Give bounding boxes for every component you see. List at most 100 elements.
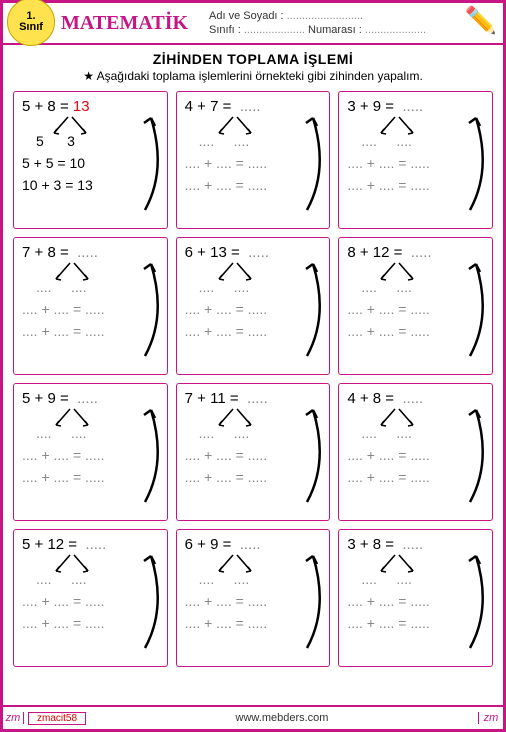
operand-b: 8: [373, 536, 381, 553]
problem-cell: 4 + 8 = ..... .... .... .... + .... = ..…: [338, 383, 493, 521]
split-blank-a[interactable]: ....: [199, 133, 215, 149]
operand-a: 3: [347, 98, 355, 115]
operand-a: 4: [347, 390, 355, 407]
split-blank-b[interactable]: ....: [396, 571, 412, 587]
curve-arrow-icon: [135, 110, 165, 220]
operand-a: 4: [185, 98, 193, 115]
number-label: Numarası :: [308, 24, 362, 36]
operand-b: 12: [373, 244, 390, 261]
result-blank[interactable]: .....: [77, 244, 98, 261]
worksheet-footer: zm zmacit58 www.mebders.com zm: [3, 705, 503, 729]
operand-a: 7: [185, 390, 193, 407]
result-blank[interactable]: .....: [402, 390, 423, 407]
curve-arrow-icon: [297, 402, 327, 512]
problem-cell: 3 + 9 = ..... .... .... .... + .... = ..…: [338, 91, 493, 229]
split-blank-b[interactable]: ....: [396, 425, 412, 441]
operand-b: 12: [47, 536, 64, 553]
result-blank[interactable]: .....: [240, 98, 261, 115]
class-label: Sınıfı :: [209, 24, 241, 36]
footer-zm-right: zm: [478, 712, 503, 724]
split-blank-a[interactable]: ....: [199, 571, 215, 587]
split-blank-b[interactable]: ....: [234, 571, 250, 587]
class-field[interactable]: ....................: [244, 24, 305, 36]
operand-a: 6: [185, 244, 193, 261]
operand-b: 9: [47, 390, 55, 407]
operand-b: 8: [47, 244, 55, 261]
operand-b: 11: [210, 390, 226, 407]
worksheet-title: ZİHİNDEN TOPLAMA İŞLEMİ: [3, 51, 503, 67]
split-blank-b[interactable]: ....: [234, 133, 250, 149]
split-blank-b[interactable]: ....: [234, 279, 250, 295]
student-info: Adı ve Soyadı : ........................…: [205, 10, 459, 36]
problem-cell: 5 + 12 = ..... .... .... .... + .... = .…: [13, 529, 168, 667]
split-blank-a[interactable]: ....: [36, 425, 52, 441]
problems-grid: 5 + 8 = 13 5 3 5 + 5 = 10 10 + 3 = 13 4 …: [3, 83, 503, 667]
operand-b: 9: [210, 536, 218, 553]
split-a: 5: [36, 133, 44, 149]
operand-b: 8: [373, 390, 381, 407]
result-blank[interactable]: .....: [402, 536, 423, 553]
split-blank-b[interactable]: ....: [396, 133, 412, 149]
split-blank-a[interactable]: ....: [361, 279, 377, 295]
grade-label: Sınıf: [19, 22, 43, 33]
result-blank[interactable]: .....: [77, 390, 98, 407]
operand-a: 5: [22, 390, 30, 407]
split-b: 3: [67, 133, 75, 149]
operand-a: 5: [22, 536, 30, 553]
split-blank-b[interactable]: ....: [71, 571, 87, 587]
curve-arrow-icon: [460, 110, 490, 220]
split-blank-a[interactable]: ....: [199, 279, 215, 295]
name-field[interactable]: .........................: [287, 10, 363, 22]
footer-author: zmacit58: [28, 712, 86, 725]
split-blank-b[interactable]: ....: [71, 279, 87, 295]
example-cell: 5 + 8 = 13 5 3 5 + 5 = 10 10 + 3 = 13: [13, 91, 168, 229]
split-blank-b[interactable]: ....: [396, 279, 412, 295]
worksheet-header: 1. Sınıf MATEMATİK Adı ve Soyadı : .....…: [3, 3, 503, 45]
split-blank-b[interactable]: ....: [71, 425, 87, 441]
problem-cell: 6 + 9 = ..... .... .... .... + .... = ..…: [176, 529, 331, 667]
name-label: Adı ve Soyadı :: [209, 10, 284, 22]
problem-cell: 4 + 7 = ..... .... .... .... + .... = ..…: [176, 91, 331, 229]
example-expr: 5 + 8 =: [22, 98, 73, 115]
curve-arrow-icon: [460, 548, 490, 658]
problem-cell: 3 + 8 = ..... .... .... .... + .... = ..…: [338, 529, 493, 667]
problem-cell: 7 + 11 = ..... .... .... .... + .... = .…: [176, 383, 331, 521]
curve-arrow-icon: [297, 110, 327, 220]
operand-a: 6: [185, 536, 193, 553]
grade-number: 1.: [26, 11, 35, 22]
grade-badge: 1. Sınıf: [7, 0, 55, 46]
operand-b: 13: [210, 244, 227, 261]
result-blank[interactable]: .....: [247, 390, 268, 407]
result-blank[interactable]: .....: [85, 536, 106, 553]
split-blank-a[interactable]: ....: [36, 571, 52, 587]
number-field[interactable]: ....................: [365, 24, 426, 36]
result-blank[interactable]: .....: [240, 536, 261, 553]
subject-title: MATEMATİK: [59, 12, 205, 35]
problem-cell: 8 + 12 = ..... .... .... .... + .... = .…: [338, 237, 493, 375]
split-blank-a[interactable]: ....: [361, 425, 377, 441]
operand-b: 7: [210, 98, 218, 115]
operand-a: 8: [347, 244, 355, 261]
curve-arrow-icon: [135, 402, 165, 512]
curve-arrow-icon: [460, 402, 490, 512]
footer-url: www.mebders.com: [86, 712, 478, 724]
split-blank-b[interactable]: ....: [234, 425, 250, 441]
curve-arrow-icon: [135, 548, 165, 658]
instruction-text: ★ Aşağıdaki toplama işlemlerini örnektek…: [3, 69, 503, 83]
split-blank-a[interactable]: ....: [36, 279, 52, 295]
curve-arrow-icon: [460, 256, 490, 366]
operand-b: 9: [373, 98, 381, 115]
footer-zm-left: zm: [3, 712, 24, 724]
operand-a: 3: [347, 536, 355, 553]
curve-arrow-icon: [297, 548, 327, 658]
split-blank-a[interactable]: ....: [199, 425, 215, 441]
problem-cell: 6 + 13 = ..... .... .... .... + .... = .…: [176, 237, 331, 375]
split-blank-a[interactable]: ....: [361, 133, 377, 149]
split-blank-a[interactable]: ....: [361, 571, 377, 587]
curve-arrow-icon: [135, 256, 165, 366]
result-blank[interactable]: .....: [248, 244, 269, 261]
example-answer: 13: [73, 98, 90, 115]
result-blank[interactable]: .....: [402, 98, 423, 115]
pencil-kids-icon: ✏️: [459, 5, 503, 41]
result-blank[interactable]: .....: [411, 244, 432, 261]
